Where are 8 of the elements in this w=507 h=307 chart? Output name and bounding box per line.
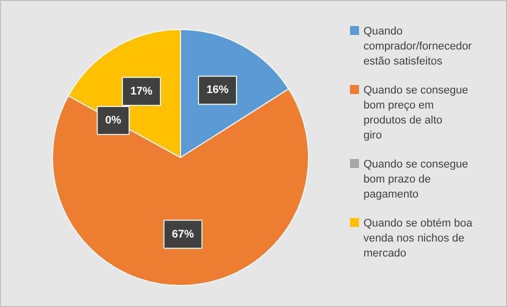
legend-label: Quando se obtém boa venda nos nichos de mercado (364, 218, 474, 260)
data-label: 17% (130, 85, 153, 98)
data-label: 67% (172, 228, 194, 240)
text: 0% (105, 114, 122, 126)
legend-label: Quando comprador/fornecedor estão satisfeitos (364, 26, 472, 68)
legend-label: Quando se consegue bom preço em produtos de alto giro (364, 84, 468, 142)
legend-label: Quando se consegue bom prazo de pagamento (364, 158, 468, 200)
data-label: 16% (206, 84, 229, 96)
